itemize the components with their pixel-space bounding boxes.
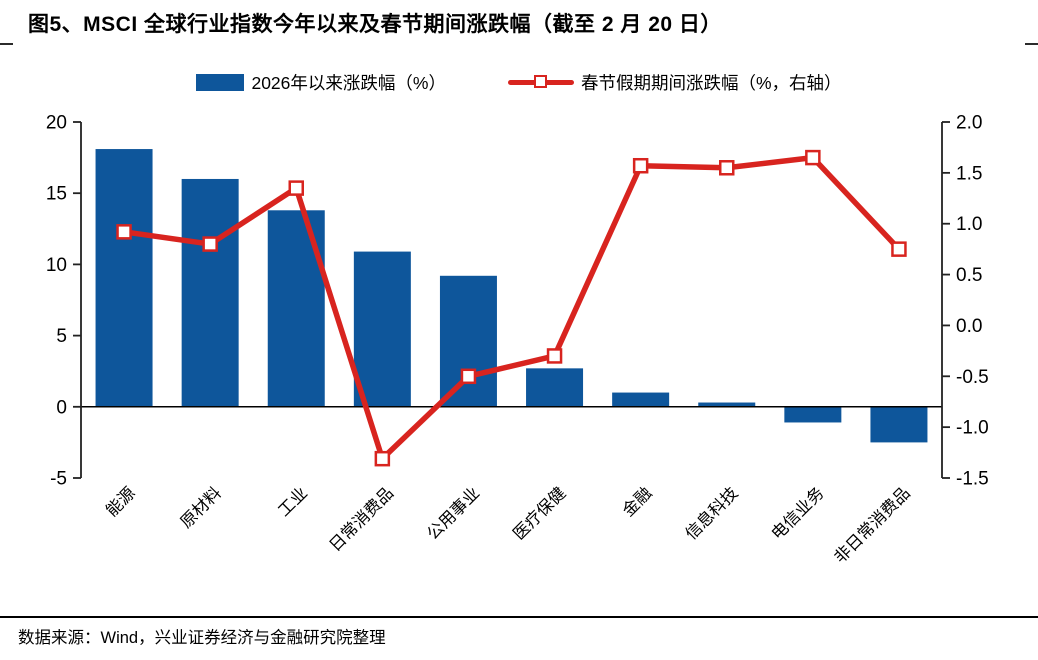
left-tick-label-2: 10 [46,255,67,276]
line-marker-6 [632,157,649,174]
right-tick-label-2: 1.0 [956,214,982,235]
line-marker-1 [202,236,218,252]
line-marker-8 [805,149,821,166]
chart-legend: 2026年以来涨跌幅（%） 春节假期期间涨跌幅（%，右轴） [0,68,1038,96]
x-category-label-4: 公用事业 [423,483,483,543]
x-category-label-8: 电信业务 [768,483,828,543]
x-category-label-5: 医疗保健 [509,483,569,543]
line-marker-7 [719,160,735,176]
legend-item-bar-series: 2026年以来涨跌幅（%） [196,70,446,95]
source-note: 数据来源：Wind，兴业证券经济与金融研究院整理 [18,629,386,647]
chart-plot-area: 20 15 10 5 0 -5 2.0 1.5 1.0 0.5 0.0 -0.5 -1.0 -1.5 能源 原… [46,113,989,567]
bar-7 [698,402,756,407]
x-category-label-0: 能源 [102,483,139,520]
x-category-label-9: 非日常消费品 [830,483,913,566]
bar-5 [526,368,584,407]
line-marker-5 [546,348,563,364]
legend-label-bar-series: 2026年以来涨跌幅（%） [251,72,446,93]
line-marker-4 [460,368,477,385]
line-marker-0 [116,224,132,240]
right-tick-label-3: 0.5 [956,265,982,286]
line-series-path [121,154,902,462]
bar-8 [784,406,842,423]
legend-item-line-series: 春节假期期间涨跌幅（%，右轴） [507,70,842,95]
left-tick-label-1: 15 [46,184,67,205]
bar-2 [267,210,325,407]
right-tick-label-6: -1.0 [956,418,989,439]
bar-3 [353,251,411,407]
left-tick-label-5: -5 [50,469,67,490]
x-category-label-6: 金融 [619,483,656,520]
legend-label-line-series: 春节假期期间涨跌幅（%，右轴） [580,72,842,93]
bar-series-swatch-icon [196,73,245,91]
x-category-label-3: 日常消费品 [325,483,397,555]
right-tick-label-5: -0.5 [956,367,989,388]
x-category-label-1: 原材料 [177,483,225,531]
x-category-label-2: 工业 [274,483,311,520]
bar-6 [612,392,670,407]
bar-9 [870,406,928,443]
line-series-swatch-icon [507,75,574,89]
title-rule-left-dash [0,43,13,45]
line-marker-3 [374,450,391,467]
right-tick-label-0: 2.0 [956,113,982,134]
right-tick-label-7: -1.5 [956,469,989,490]
line-marker-9 [891,241,907,257]
left-tick-label-3: 5 [56,326,67,347]
figure-title: 图5、MSCI 全球行业指数今年以来及春节期间涨跌幅（截至 2 月 20 日） [28,13,722,36]
line-swatch-marker [533,75,547,88]
line-marker-2 [288,180,304,196]
left-tick-label-0: 20 [46,113,67,134]
x-category-label-7: 信息科技 [681,483,741,543]
right-tick-label-1: 1.5 [956,163,982,184]
title-rule-right-dash [1025,43,1038,45]
bar-4 [439,275,497,407]
right-tick-label-4: 0.0 [956,316,982,337]
bar-0 [95,149,153,407]
footer-divider [0,616,1038,618]
left-tick-label-4: 0 [56,397,67,418]
bar-1 [181,178,239,407]
